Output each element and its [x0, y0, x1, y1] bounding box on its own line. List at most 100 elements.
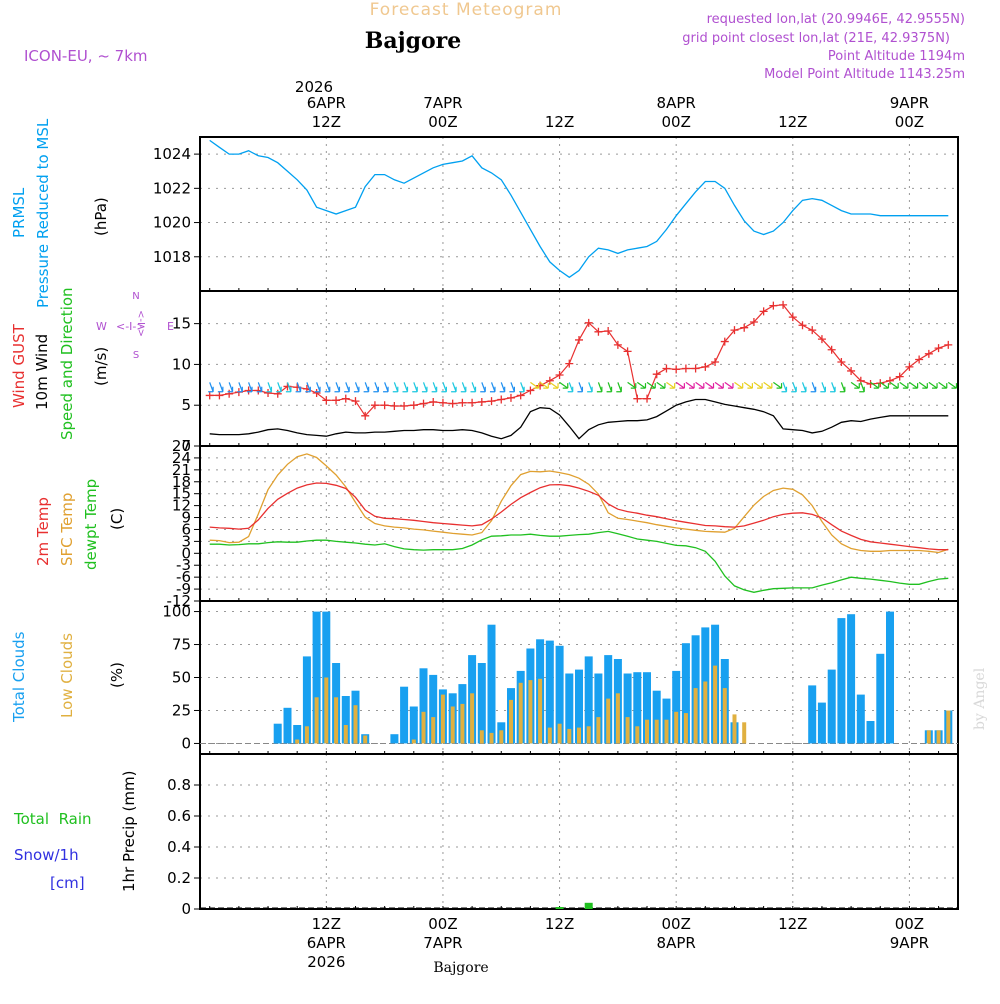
y-tick-label: 9	[181, 509, 191, 527]
gust-marker	[575, 335, 583, 344]
total-clouds-bar	[847, 614, 856, 744]
wind-dir-arrow	[666, 381, 675, 389]
top-hour-label: 12Z	[545, 113, 574, 131]
wind-dir-arrowhead	[902, 383, 909, 389]
bottom-hour-label: 12Z	[545, 915, 574, 933]
low-clouds-bar	[635, 726, 640, 744]
clouds-panel: 0 25 50 75 100	[162, 600, 959, 755]
wind-dir-arrow	[704, 381, 714, 389]
low-clouds-bar	[926, 730, 931, 744]
y-tick-label: 27	[172, 437, 191, 455]
grid-point-lonlat: grid point closest lon,lat (21E, 42.9375…	[682, 31, 950, 46]
wind-frame	[199, 290, 959, 447]
wind-dir-arrowhead	[630, 383, 637, 389]
temp-unit: (C)	[108, 508, 126, 530]
total-clouds-bar	[643, 672, 651, 744]
gust-marker	[264, 388, 273, 397]
gust-marker	[506, 393, 515, 402]
gust-marker	[905, 362, 914, 371]
low-clouds-bar	[683, 713, 688, 744]
gust-marker	[390, 402, 399, 411]
total-clouds-bar	[886, 611, 894, 744]
y-tick-label: 1022	[153, 179, 191, 197]
wind-dir-arrowhead	[606, 386, 613, 393]
gust-line	[209, 304, 949, 417]
total-clouds-bar	[419, 668, 428, 744]
low-clouds-bar	[936, 730, 941, 744]
wind-dir-arrow	[947, 381, 957, 389]
model-altitude: Model Point Altitude 1143.25m	[764, 67, 965, 82]
low-clouds-bar	[353, 705, 358, 744]
low-clouds-bar	[324, 677, 329, 744]
wind-dir-arrowhead	[305, 386, 311, 393]
gust-marker	[584, 318, 593, 327]
total-clouds-bar	[487, 624, 496, 744]
wind-dir-arrowhead	[256, 386, 263, 393]
low-clouds-bar	[421, 711, 426, 744]
low-clouds-bar	[606, 698, 611, 744]
wind-dir-arrowhead	[596, 386, 603, 393]
total-clouds-bar	[409, 706, 418, 744]
wind-dir-label: Speed and Direction	[58, 287, 76, 440]
total-clouds-bar	[575, 669, 583, 744]
low-clouds-bar	[538, 678, 543, 744]
low-clouds-bar	[577, 727, 581, 744]
y-tick-label: 24	[172, 449, 191, 467]
wind-dir-arrow	[636, 381, 646, 389]
gust-marker	[458, 398, 467, 407]
total-clouds-bar	[302, 656, 311, 744]
wind-dir-arrowhead	[392, 386, 399, 393]
wind-dir-arrowhead	[650, 383, 656, 389]
pressure-msl-label: Pressure Reduced to MSL	[34, 118, 52, 308]
wind-dir-arrowhead	[727, 383, 734, 389]
gust-marker	[808, 326, 817, 335]
gust-marker	[594, 327, 603, 336]
gust-marker	[934, 344, 943, 353]
wind-dir-arrow	[870, 381, 880, 389]
gust-marker	[817, 335, 826, 344]
low-clouds-bar	[450, 706, 455, 744]
wind-dir-arrow	[879, 381, 889, 389]
wind-dir-arrow	[695, 381, 705, 389]
top-hour-label: 00Z	[428, 113, 457, 131]
y-tick-label: 75	[172, 636, 191, 654]
low-clouds-bar	[615, 693, 620, 744]
y-tick-label: 1024	[153, 145, 191, 163]
wind-dir-arrowhead	[334, 386, 341, 393]
wind-dir-arrowhead	[480, 386, 486, 393]
low-clouds-bar	[596, 717, 601, 744]
wind-dir-arrowhead	[460, 386, 467, 393]
y-tick-label: 0.4	[167, 838, 191, 856]
y-tick-label: 1018	[153, 248, 191, 266]
y-tick-label: -12	[167, 592, 192, 610]
wind-dir-arrow	[763, 381, 773, 389]
wind-dir-arrowhead	[932, 383, 938, 389]
gust-marker	[322, 396, 331, 405]
gust-marker	[633, 394, 642, 403]
bottom-hour-label: 00Z	[661, 915, 690, 933]
rain-bar	[584, 902, 593, 909]
wind10-line	[209, 398, 949, 440]
panels: 1018102010221024051015-12-9-6-3036912151…	[153, 136, 959, 918]
total-clouds-bar	[827, 669, 836, 744]
total-clouds-bar	[312, 611, 321, 744]
total-clouds-bar	[817, 702, 826, 744]
y-tick-label: 25	[172, 701, 191, 719]
gust-marker	[351, 397, 360, 406]
gust-marker	[273, 389, 282, 398]
total-clouds-bar	[633, 672, 642, 744]
gust-marker	[604, 326, 613, 335]
gust-marker	[895, 372, 904, 381]
wind-dir-arrow	[549, 381, 559, 389]
gust-marker	[643, 394, 652, 403]
temp-frame	[199, 445, 959, 602]
top-date-label: 7APR	[423, 94, 462, 112]
total-clouds-bar	[876, 653, 885, 744]
y-tick-label: 15	[172, 315, 191, 333]
wind-dir-arrowhead	[489, 386, 496, 393]
gust-marker	[613, 340, 622, 349]
